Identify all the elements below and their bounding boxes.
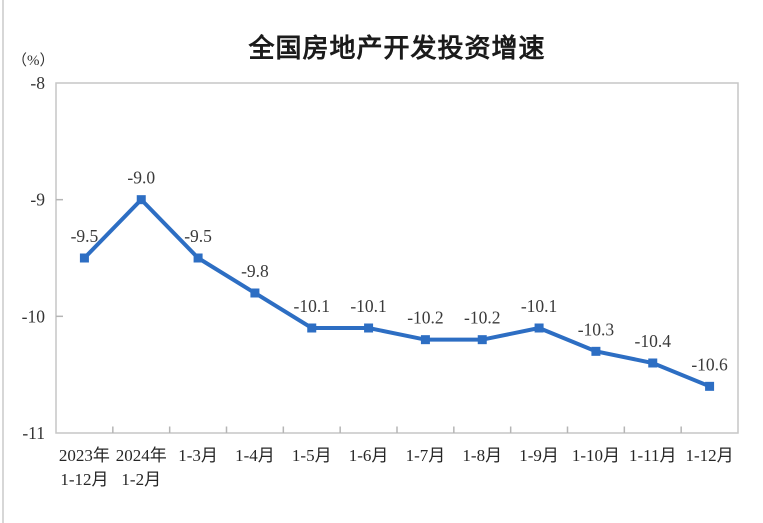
y-axis-label: -9 bbox=[30, 190, 45, 210]
x-axis-label: 2023年 bbox=[59, 446, 110, 465]
data-point-marker bbox=[591, 346, 601, 356]
data-point-label: -9.5 bbox=[184, 226, 212, 246]
data-point-marker bbox=[307, 323, 317, 333]
data-line bbox=[82, 196, 711, 389]
data-point-label: -9.8 bbox=[241, 261, 269, 281]
data-point-label: -10.1 bbox=[294, 296, 330, 316]
data-point-marker bbox=[193, 253, 203, 263]
data-point-label: -10.6 bbox=[691, 354, 728, 374]
data-point-marker bbox=[420, 335, 430, 345]
data-point-label: -10.2 bbox=[407, 308, 443, 328]
x-axis-label: 1-9月 bbox=[519, 446, 559, 465]
page-left-border bbox=[2, 0, 4, 523]
x-axis-label: 1-11月 bbox=[629, 446, 677, 465]
data-point-marker bbox=[534, 323, 544, 333]
data-point-label: -9.5 bbox=[71, 226, 99, 246]
x-axis-label: 1-7月 bbox=[406, 446, 446, 465]
plot-frame bbox=[55, 82, 739, 434]
data-point-label: -10.1 bbox=[350, 296, 386, 316]
data-point-marker bbox=[364, 323, 374, 333]
x-axis-label: 1-6月 bbox=[349, 446, 389, 465]
y-axis-label: -8 bbox=[30, 73, 45, 93]
data-point-label: -10.4 bbox=[635, 331, 672, 351]
x-axis-label: 2024年 bbox=[116, 446, 167, 465]
data-point-label: -9.0 bbox=[127, 168, 155, 188]
data-point-label: -10.3 bbox=[578, 319, 615, 339]
x-axis-label: 1-3月 bbox=[178, 446, 218, 465]
data-point-marker bbox=[648, 358, 658, 368]
y-axis-label: -10 bbox=[22, 306, 46, 326]
data-point-marker bbox=[705, 381, 715, 391]
y-axis-unit-label: （%） bbox=[12, 53, 55, 69]
x-axis-label: 1-12月 bbox=[685, 446, 733, 465]
data-point-label: -10.2 bbox=[464, 308, 500, 328]
x-axis-label: 1-10月 bbox=[572, 446, 620, 465]
data-point-label: -10.1 bbox=[521, 296, 557, 316]
x-axis-label: 1-12月 bbox=[60, 470, 108, 489]
data-point-marker bbox=[250, 288, 260, 298]
data-point-marker bbox=[79, 253, 89, 263]
x-axis-label: 1-4月 bbox=[235, 446, 275, 465]
data-point-marker bbox=[136, 195, 146, 205]
x-axis-label: 1-5月 bbox=[292, 446, 332, 465]
x-axis-label: 1-2月 bbox=[121, 470, 161, 489]
x-axis-label: 1-8月 bbox=[462, 446, 502, 465]
y-axis-label: -11 bbox=[22, 423, 45, 443]
data-point-marker bbox=[477, 335, 487, 345]
chart-title: 全国房地产开发投资增速 bbox=[248, 34, 546, 63]
